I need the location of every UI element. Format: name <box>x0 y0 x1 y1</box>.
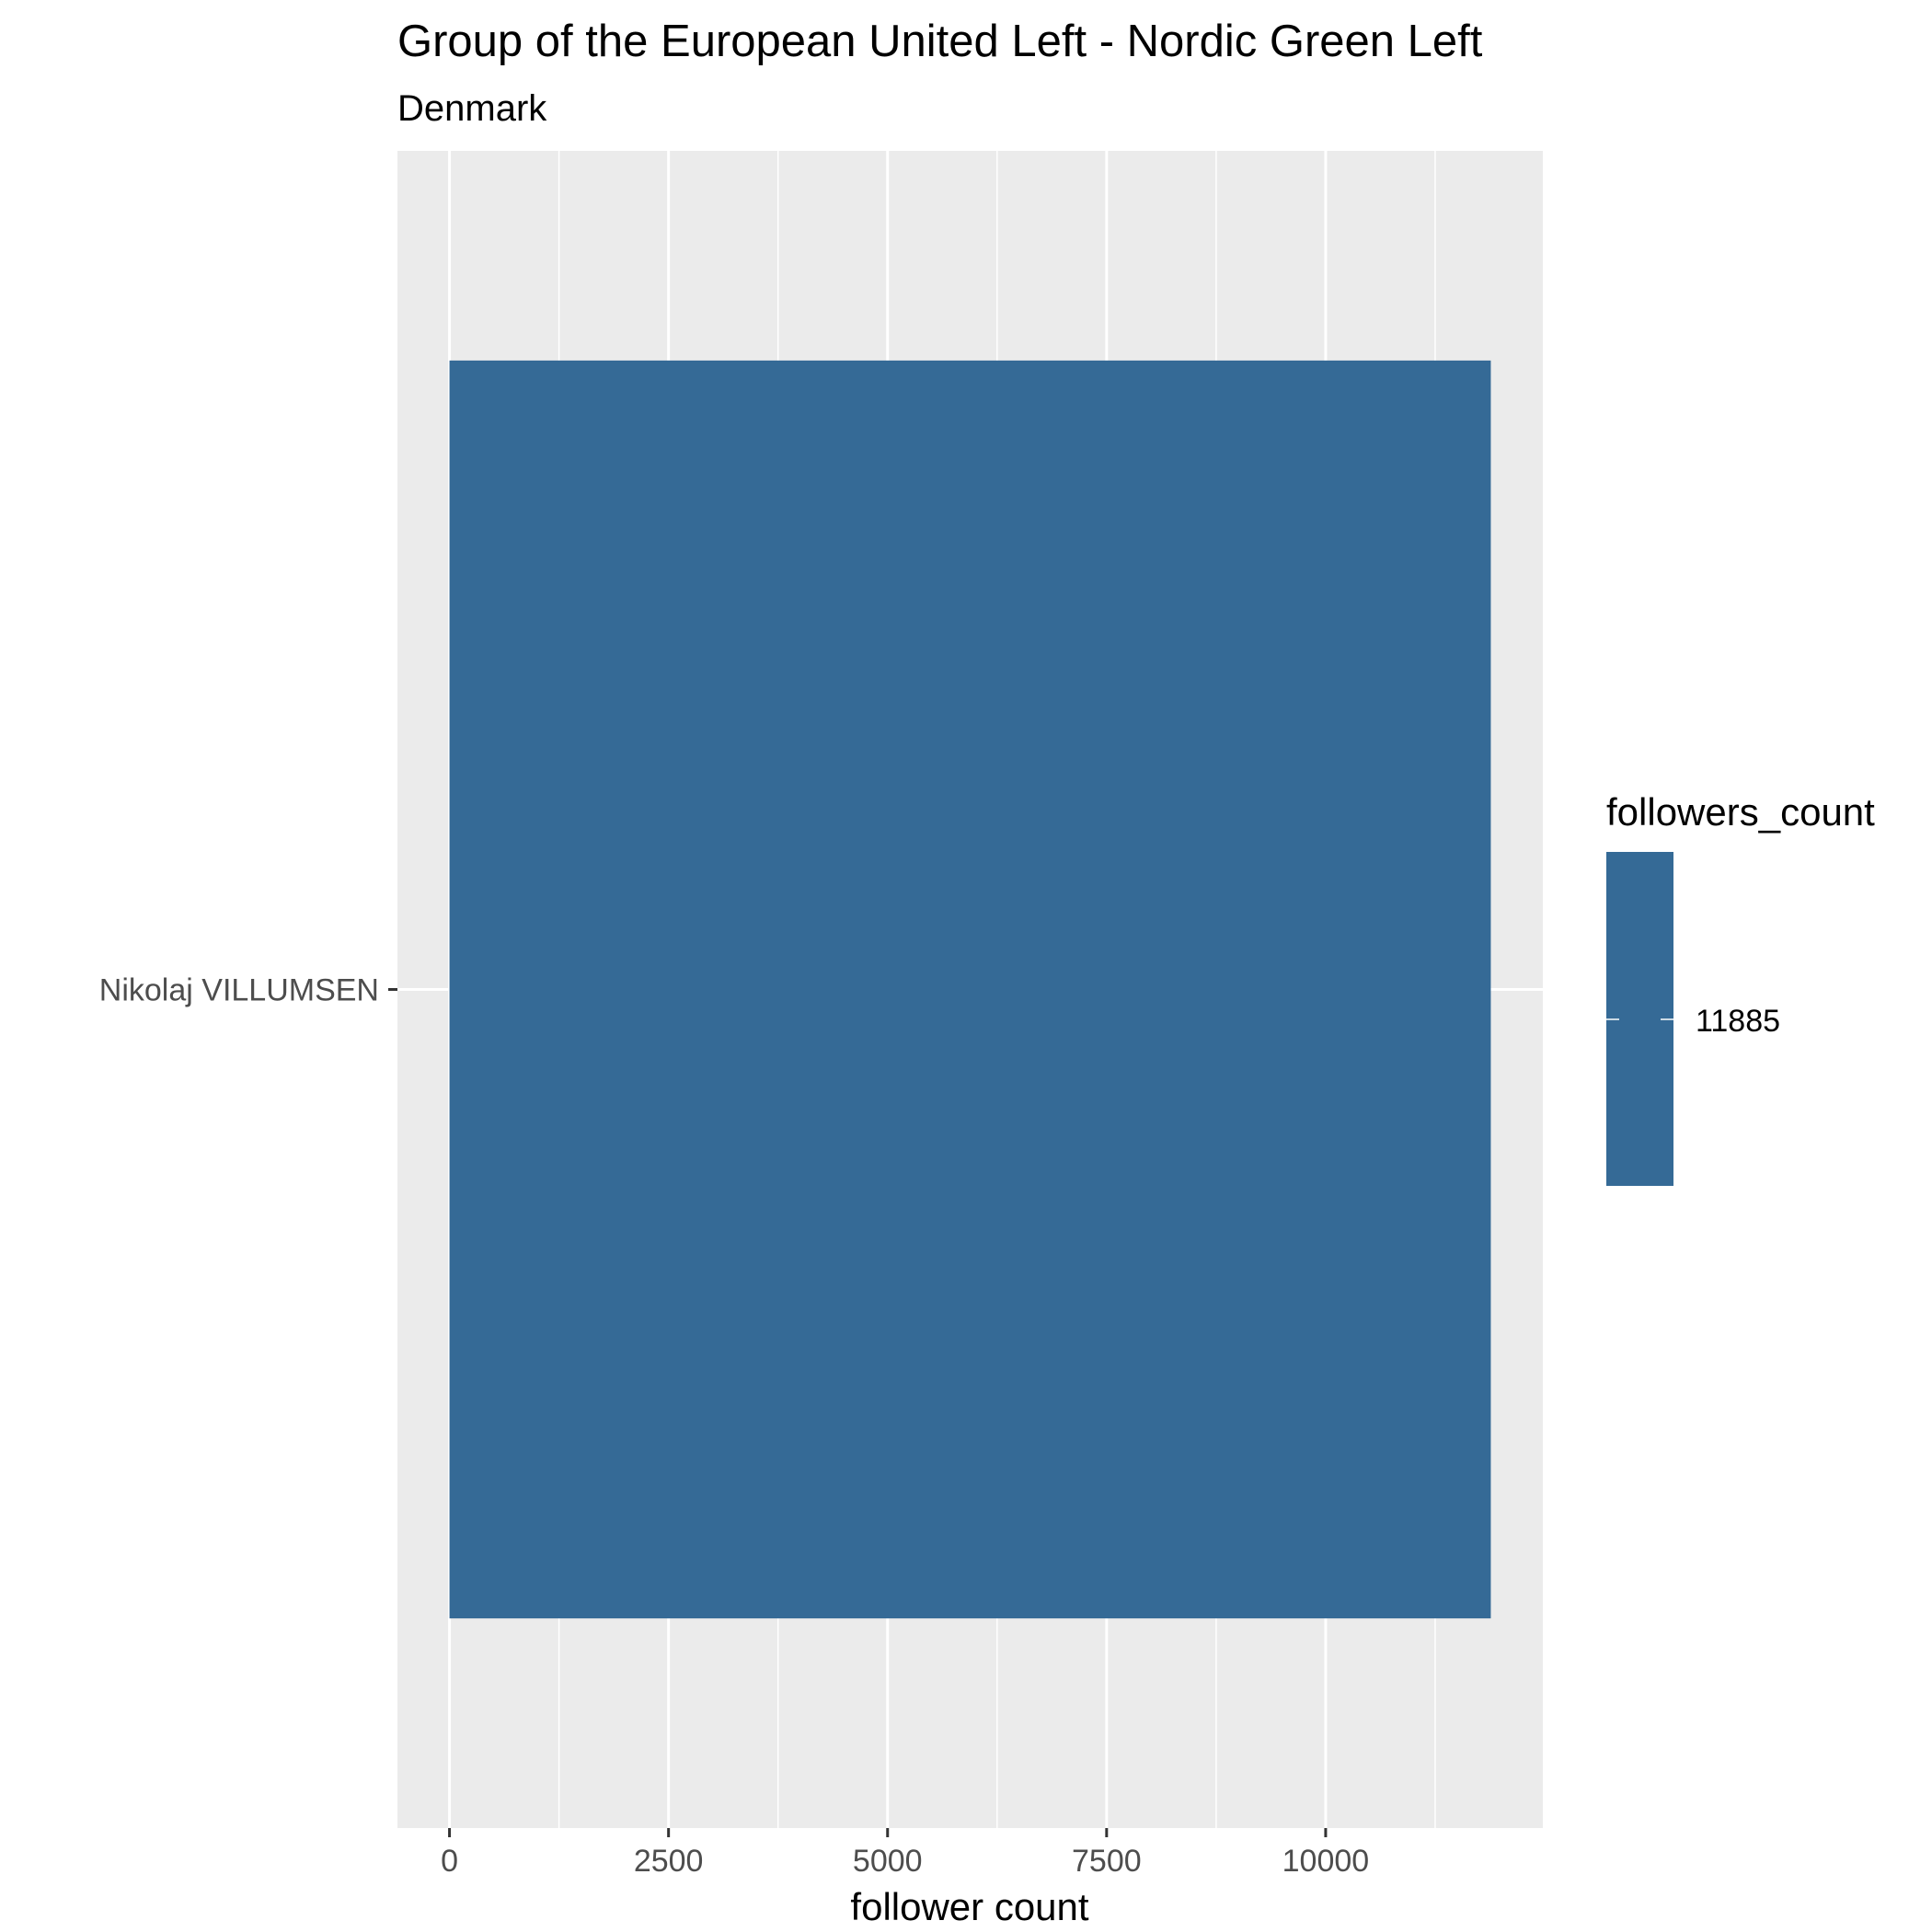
bar <box>449 360 1491 1619</box>
chart-subtitle: Denmark <box>397 88 547 129</box>
legend-title: followers_count <box>1606 790 1875 834</box>
x-axis-title: follower count <box>850 1885 1088 1928</box>
y-tick-label: Nikolaj VILLUMSEN <box>99 973 379 1008</box>
x-tick-label: 7500 <box>1072 1844 1142 1879</box>
bars <box>449 360 1491 1619</box>
x-tick-label: 5000 <box>853 1844 923 1879</box>
legend-label: 11885 <box>1696 1004 1780 1039</box>
chart-title: Group of the European United Left - Nord… <box>397 17 1483 66</box>
legend: followers_count 11885 <box>1606 790 1875 1186</box>
x-tick-label: 10000 <box>1282 1844 1370 1879</box>
y-axis: Nikolaj VILLUMSEN <box>99 973 397 1008</box>
x-tick-label: 0 <box>441 1844 458 1879</box>
x-axis: 0 2500 5000 7500 10000 <box>441 1828 1369 1879</box>
x-tick-label: 2500 <box>634 1844 704 1879</box>
